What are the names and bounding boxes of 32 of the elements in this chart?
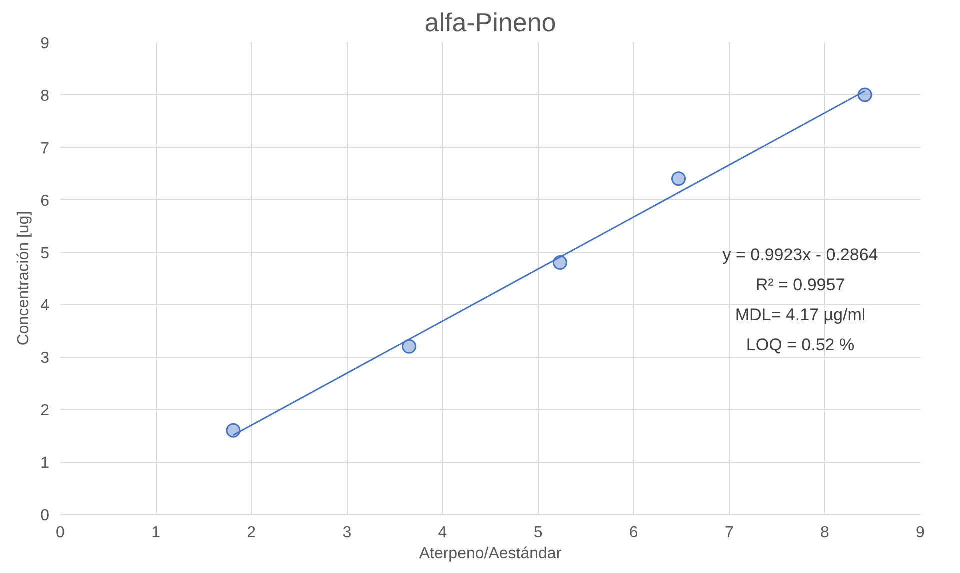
x-tick-label: 5 [534, 524, 543, 542]
y-tick-label: 5 [40, 245, 50, 262]
annotation: MDL= 4.17 µg/ml [735, 306, 866, 324]
y-tick-label: 1 [40, 455, 50, 472]
x-tick-label: 4 [438, 524, 448, 542]
x-tick-label: 3 [342, 524, 352, 542]
x-axis-title: Aterpeno/Aestándar [419, 546, 562, 562]
y-axis-title: Concentración [ug] [16, 211, 33, 346]
x-tick-label: 0 [56, 524, 66, 542]
y-tick-label: 0 [40, 508, 50, 524]
y-tick-label: 4 [40, 298, 50, 315]
point [553, 256, 568, 270]
x-tick-label: 2 [247, 524, 256, 542]
annotation: y = 0.9923x - 0.2864 [722, 246, 878, 264]
x-tick-label: 6 [629, 524, 638, 542]
x-tick-label: 8 [820, 524, 830, 542]
point [402, 339, 417, 354]
y-tick-label: 7 [40, 140, 50, 158]
y-tick-label: 2 [40, 402, 50, 420]
x-tick-label: 1 [152, 524, 161, 542]
y-tick-label: 9 [40, 36, 50, 52]
x-tick-label: 9 [916, 524, 926, 542]
annotation: LOQ = 0.52 % [746, 336, 855, 354]
y-tick-label: 8 [40, 88, 50, 105]
point [226, 423, 241, 438]
y-tick-label: 3 [40, 350, 50, 368]
x-tick-label: 7 [724, 524, 734, 542]
point [858, 88, 872, 102]
y-tick-label: 6 [40, 192, 50, 210]
chart-title: alfa-Pineno [424, 8, 556, 38]
annotation: R² = 0.9957 [756, 276, 846, 294]
point [671, 172, 686, 186]
